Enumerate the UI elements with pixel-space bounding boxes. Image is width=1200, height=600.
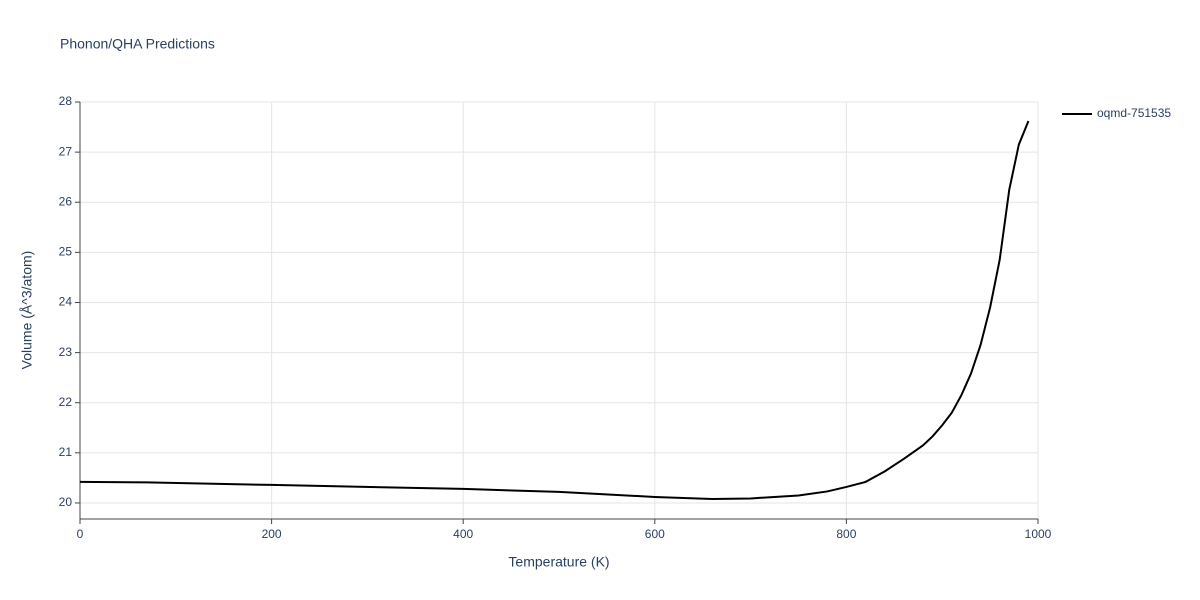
x-tick-label: 600	[645, 527, 665, 541]
y-axis-label: Volume (Å^3/atom)	[19, 251, 35, 370]
y-tick-label: 28	[59, 94, 73, 108]
x-tick-label: 1000	[1025, 527, 1052, 541]
y-tick-label: 25	[59, 245, 73, 259]
legend-label: oqmd-751535	[1097, 106, 1171, 120]
x-tick-label: 200	[262, 527, 282, 541]
y-tick-label: 21	[59, 445, 73, 459]
x-tick-label: 400	[453, 527, 473, 541]
y-tick-label: 24	[59, 295, 73, 309]
x-axis-label: Temperature (K)	[508, 554, 609, 570]
x-tick-label: 0	[77, 527, 84, 541]
chart-title: Phonon/QHA Predictions	[60, 36, 215, 52]
x-tick-label: 800	[836, 527, 856, 541]
data-line	[79, 120, 1030, 500]
y-tick-label: 26	[59, 194, 73, 208]
y-tick-label: 23	[59, 345, 73, 359]
y-tick-label: 22	[59, 395, 73, 409]
y-tick-label: 27	[59, 144, 73, 158]
y-tick-label: 20	[59, 495, 73, 509]
